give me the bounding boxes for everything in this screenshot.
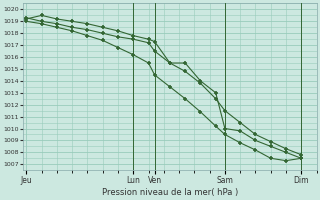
X-axis label: Pression niveau de la mer( hPa ): Pression niveau de la mer( hPa ) bbox=[102, 188, 238, 197]
